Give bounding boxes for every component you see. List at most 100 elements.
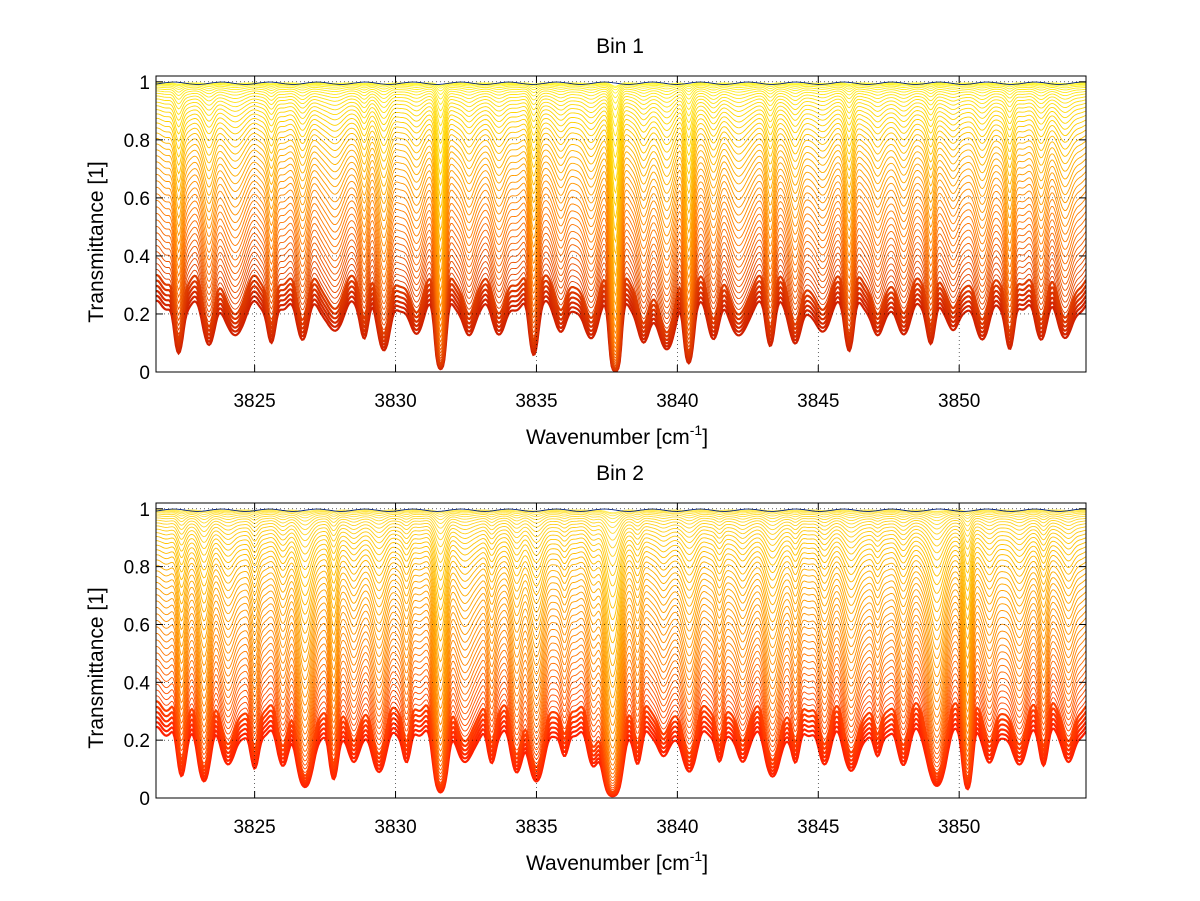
series-line-20 xyxy=(156,607,1086,735)
x-tick-label: 3830 xyxy=(374,391,416,412)
x-tick-label: 3845 xyxy=(797,391,839,412)
series-line-26 xyxy=(156,570,1086,678)
x-axis-label-sup: -1 xyxy=(690,422,703,438)
grid-lines xyxy=(156,76,1086,372)
x-tick-label: 3835 xyxy=(515,391,557,412)
series-line-41 xyxy=(156,86,1086,104)
series-line-35 xyxy=(156,528,1086,577)
series-line-32 xyxy=(156,113,1086,195)
y-tick-label: 1 xyxy=(139,500,150,521)
x-tick-label: 3850 xyxy=(938,391,980,412)
series-line-18 xyxy=(156,620,1086,749)
x-axis-label: Wavenumber [cm-1] xyxy=(526,422,708,449)
y-tick-label: 0.8 xyxy=(124,558,150,579)
x-axis-label-close: ] xyxy=(702,852,708,875)
y-axis-label: Transmittance [1] xyxy=(85,587,108,748)
series-line-14 xyxy=(156,646,1086,771)
series-line-35 xyxy=(156,101,1086,159)
series-line-40 xyxy=(156,515,1086,534)
series-line-22 xyxy=(156,594,1086,718)
series-line-27 xyxy=(156,564,1086,667)
series-line-34 xyxy=(156,532,1086,587)
series-line-24 xyxy=(156,582,1086,699)
x-tick-label: 3825 xyxy=(233,391,275,412)
y-tick-label: 0.6 xyxy=(124,615,150,636)
series-line-36 xyxy=(156,98,1086,148)
series-line-36 xyxy=(156,525,1086,567)
series-line-37 xyxy=(156,522,1086,557)
series-line-6 xyxy=(156,695,1086,792)
x-tick-label: 3850 xyxy=(938,817,980,838)
series-line-27 xyxy=(156,138,1086,256)
series-line-44 xyxy=(156,83,1086,91)
series-line-31 xyxy=(156,544,1086,621)
plot-title: Bin 1 xyxy=(596,35,644,58)
x-axis-label-main: Wavenumber [cm xyxy=(526,426,690,449)
series-line-13 xyxy=(156,652,1086,775)
y-tick-label: 0 xyxy=(139,363,150,384)
y-tick-label: 0.2 xyxy=(124,305,150,326)
series-line-45 xyxy=(156,509,1086,515)
y-tick-label: 0.4 xyxy=(124,673,151,694)
series-line-41 xyxy=(156,513,1086,528)
series-line-30 xyxy=(156,122,1086,219)
series-line-29 xyxy=(156,554,1086,644)
series-line-11 xyxy=(156,665,1086,782)
y-axis-label: Transmittance [1] xyxy=(85,161,108,322)
grid-lines xyxy=(156,503,1086,798)
series-line-21 xyxy=(156,600,1086,727)
x-axis-label-close: ] xyxy=(702,426,708,449)
series-line-40 xyxy=(156,88,1086,111)
curve-group xyxy=(156,508,1086,798)
x-axis: 3825 3830 3835 3840 3845 3850 xyxy=(233,503,980,838)
axes-frame xyxy=(155,502,1087,799)
series-line-39 xyxy=(156,90,1086,119)
series-line-10 xyxy=(156,671,1086,784)
x-tick-label: 3845 xyxy=(797,817,839,838)
x-tick-label: 3840 xyxy=(656,391,698,412)
y-tick-label: 0.2 xyxy=(124,731,150,752)
y-tick-label: 0.6 xyxy=(124,189,150,210)
series-line-9 xyxy=(156,677,1086,787)
series-line-16 xyxy=(156,633,1086,761)
x-tick-label: 3840 xyxy=(656,817,698,838)
y-tick-label: 0.4 xyxy=(124,247,151,268)
series-line-32 xyxy=(156,540,1086,609)
series-line-42 xyxy=(156,512,1086,524)
series-line-7 xyxy=(156,689,1086,791)
curve-group xyxy=(156,81,1086,372)
series-line-44 xyxy=(156,510,1086,517)
x-axis-label-sup: -1 xyxy=(690,848,703,864)
series-line-31 xyxy=(156,117,1086,207)
series-line-38 xyxy=(156,519,1086,549)
series-line-37 xyxy=(156,95,1086,137)
series-line-28 xyxy=(156,559,1086,655)
series-line-17 xyxy=(156,626,1086,755)
series-line-29 xyxy=(156,127,1086,232)
plot-title: Bin 2 xyxy=(596,462,644,485)
x-tick-label: 3835 xyxy=(515,817,557,838)
series-line-8 xyxy=(156,683,1086,789)
series-line-19 xyxy=(156,613,1086,742)
series-line-43 xyxy=(156,84,1086,94)
series-line-38 xyxy=(156,92,1086,128)
y-axis: 0 0.2 0.4 0.6 0.8 1 xyxy=(124,500,1086,810)
x-axis-label: Wavenumber [cm-1] xyxy=(526,848,708,875)
series-line-43 xyxy=(156,511,1086,520)
series-line-47 xyxy=(156,81,1086,85)
series-line-30 xyxy=(156,549,1086,632)
series-line-5 xyxy=(156,700,1086,794)
series-line-47 xyxy=(156,508,1086,512)
series-line-39 xyxy=(156,517,1086,541)
subplot-bin-2: Bin 2 0 0.2 0.4 0.6 0.8 1 3825 3830 3835 3840 384… xyxy=(85,462,1087,875)
series-line-25 xyxy=(156,576,1086,689)
series-line-33 xyxy=(156,109,1086,182)
subplot-bin-1: Bin 1 0 0.2 0.4 0.6 0.8 1 3825 3830 3835 3840 384… xyxy=(85,35,1087,449)
x-tick-label: 3830 xyxy=(374,817,416,838)
series-line-28 xyxy=(156,132,1086,244)
series-line-23 xyxy=(156,588,1086,709)
y-tick-label: 0 xyxy=(139,789,150,810)
x-axis: 3825 3830 3835 3840 3845 3850 xyxy=(233,76,980,412)
series-line-34 xyxy=(156,105,1086,170)
